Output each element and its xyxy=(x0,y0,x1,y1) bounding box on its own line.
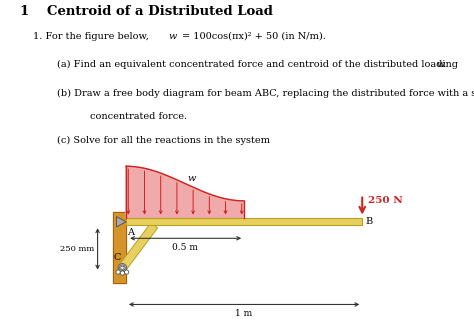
Text: 1: 1 xyxy=(19,4,28,18)
Circle shape xyxy=(121,266,124,270)
Text: B: B xyxy=(366,217,373,226)
Text: 0.5 m: 0.5 m xyxy=(172,243,198,252)
Circle shape xyxy=(120,271,125,275)
Text: 1 m: 1 m xyxy=(236,309,253,318)
Polygon shape xyxy=(119,223,158,270)
Circle shape xyxy=(125,270,129,274)
Text: w: w xyxy=(188,174,196,183)
Polygon shape xyxy=(126,166,244,218)
Text: concentrated force.: concentrated force. xyxy=(90,112,187,121)
Text: = 100cos(πx)² + 50 (in N/m).: = 100cos(πx)² + 50 (in N/m). xyxy=(182,32,327,41)
Text: Centroid of a Distributed Load: Centroid of a Distributed Load xyxy=(47,4,273,18)
Circle shape xyxy=(118,264,127,272)
Text: 1. For the figure below,: 1. For the figure below, xyxy=(33,32,149,41)
Bar xyxy=(126,218,362,225)
Polygon shape xyxy=(117,217,126,227)
Circle shape xyxy=(116,270,120,274)
Text: (b) Draw a free body diagram for beam ABC, replacing the distributed force with : (b) Draw a free body diagram for beam AB… xyxy=(57,89,474,98)
Text: w.: w. xyxy=(436,60,447,69)
Text: A: A xyxy=(127,228,134,237)
Text: w: w xyxy=(168,32,177,41)
Text: 250 N: 250 N xyxy=(368,196,403,205)
Text: (a) Find an equivalent concentrated force and centroid of the distributed loadin: (a) Find an equivalent concentrated forc… xyxy=(57,60,458,69)
Text: C: C xyxy=(114,253,121,262)
Text: 250 mm: 250 mm xyxy=(60,245,94,253)
Circle shape xyxy=(119,265,125,271)
Text: (c) Solve for all the reactions in the system: (c) Solve for all the reactions in the s… xyxy=(57,136,270,145)
Bar xyxy=(113,212,126,283)
